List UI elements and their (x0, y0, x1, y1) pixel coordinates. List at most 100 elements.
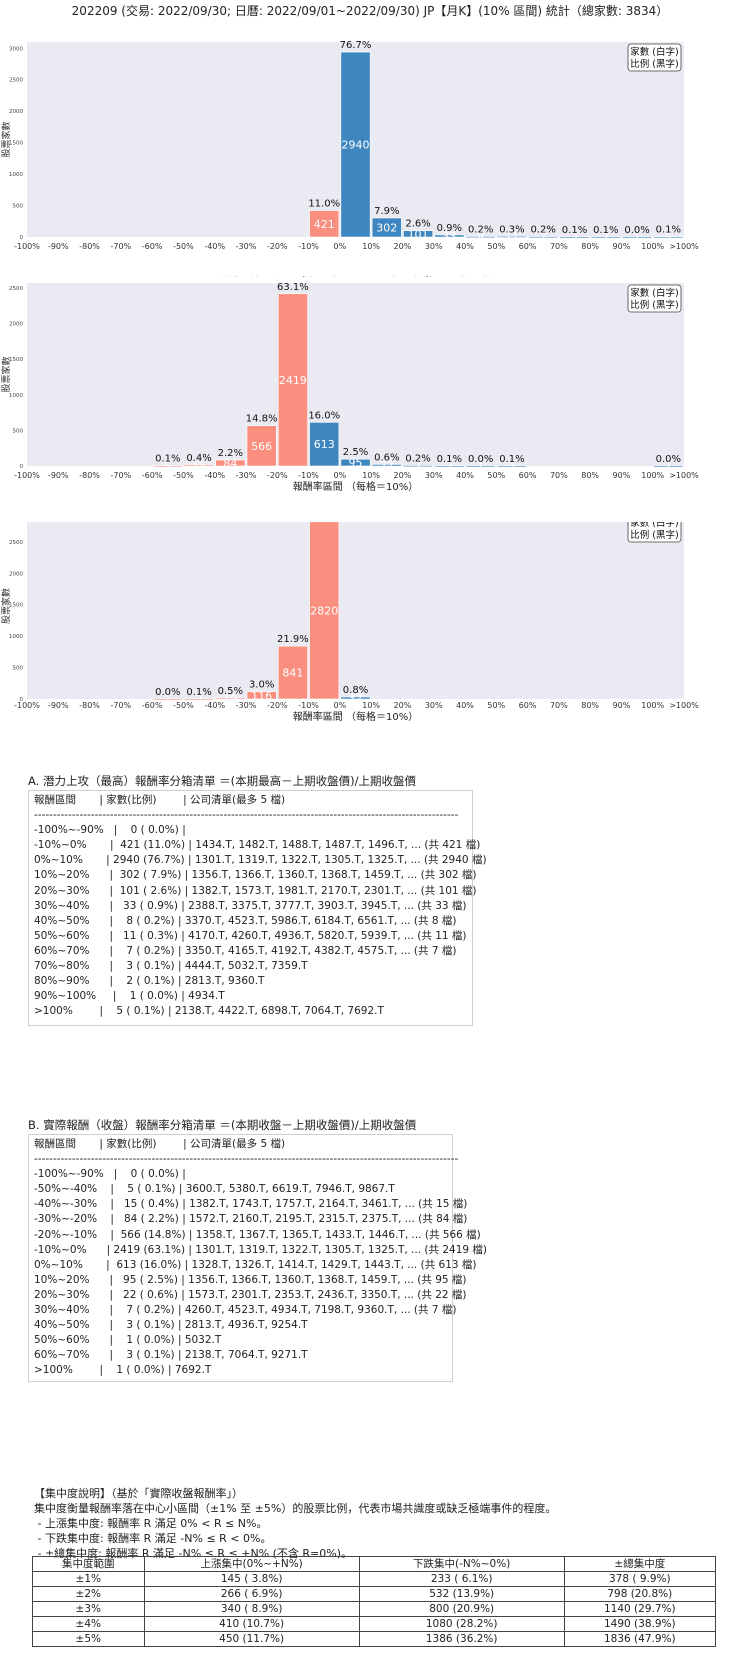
x-tick-label: -50% (173, 701, 194, 710)
legend-box (627, 522, 682, 543)
bar-count-label: 84 (223, 457, 237, 470)
concentration-note-line: 集中度衡量報酬率落在中心小區間（±1% 至 ±5%）的股票比例，代表市場共識度或… (34, 1502, 557, 1515)
x-tick-label: 70% (550, 242, 568, 251)
column-header: 上漲集中(0%~+N%) (143, 1556, 360, 1572)
list-line: 30%~40% | 33 ( 0.9%) | 2388.T, 3375.T, 3… (34, 899, 467, 912)
x-axis-label: 報酬率區間 （每格＝10%） (293, 710, 418, 723)
bar-count-label: 421 (314, 218, 335, 231)
bar-percent-label: 0.0% (155, 687, 180, 698)
bar (246, 691, 277, 700)
x-tick-label: 30% (425, 242, 443, 251)
x-tick-label: -30% (236, 701, 257, 710)
bar-percent-label: 0.0% (468, 454, 493, 465)
bar (653, 465, 684, 468)
legend-line: 家數 (白字) (630, 287, 678, 299)
bar-count-label: 5 (665, 231, 672, 244)
section-b-title: B. 實際報酬（收盤）報酬率分箱清單 ＝(本期收盤－上期收盤價)/上期收盤價 (28, 1118, 417, 1132)
x-tick-label: 40% (456, 471, 474, 480)
x-tick-label: -20% (267, 701, 288, 710)
bar-count-label: 2940 (342, 139, 370, 152)
list-line: ----------------------------------------… (34, 1153, 459, 1166)
list-line: 90%~100% | 1 ( 0.0%) | 4934.T (34, 990, 225, 1003)
y-tick-label: 0 (20, 464, 24, 470)
list-line: -30%~-20% | 84 ( 2.2%) | 1572.T, 2160.T,… (34, 1213, 468, 1226)
x-tick-label: 80% (581, 471, 599, 480)
bar (277, 645, 308, 700)
bar-count-label: 1 (665, 460, 672, 473)
x-tick-label: -40% (204, 471, 225, 480)
table-cell: 798 (20.8%) (563, 1586, 717, 1602)
bar (215, 459, 246, 467)
x-tick-label: 0% (334, 471, 347, 480)
bar-percent-label: 21.9% (277, 634, 309, 645)
section-a-list: 報酬區間 | 家數(比例) | 公司清單(最多 5 檔) ------------… (28, 790, 487, 1026)
bar (340, 696, 371, 700)
x-tick-label: -30% (236, 471, 257, 480)
bar-percent-label: 0.8% (343, 685, 368, 696)
list-line: ----------------------------------------… (34, 809, 459, 822)
x-tick-label: 80% (581, 701, 599, 710)
y-tick-label: 1500 (9, 141, 23, 147)
legend-box (627, 284, 682, 313)
table-cell: ±2% (32, 1586, 145, 1602)
x-tick-label: -50% (173, 471, 194, 480)
x-tick-label: 70% (550, 701, 568, 710)
y-tick-label: 1500 (9, 357, 23, 363)
y-tick-label: 2000 (9, 109, 23, 115)
y-tick-label: 1000 (9, 393, 23, 399)
x-tick-label: 60% (519, 242, 537, 251)
bar-percent-label: 0.0% (656, 454, 681, 465)
list-line: 0%~10% | 613 (16.0%) | 1328.T, 1326.T, 1… (34, 1258, 477, 1271)
concentration-note-line: - 下跌集中度: 報酬率 R 滿足 -N% ≤ R < 0%。 (34, 1532, 272, 1545)
bar (465, 236, 496, 238)
page-title: 202209 (交易: 2022/09/30; 日曆: 2022/09/01~2… (71, 4, 669, 18)
x-tick-label: -70% (111, 701, 132, 710)
column-header: ±總集中度 (563, 1556, 717, 1572)
list-line: 報酬區間 | 家數(比例) | 公司清單(最多 5 檔) (34, 1138, 286, 1150)
x-tick-label: >100% (669, 701, 699, 710)
bar-count-label: 3 (571, 231, 578, 244)
list-line: -40%~-30% | 15 ( 0.4%) | 1382.T, 1743.T,… (34, 1198, 468, 1211)
bar-count-label: 15 (192, 459, 206, 472)
table-cell: 1836 (47.9%) (563, 1631, 717, 1647)
x-tick-label: 90% (613, 471, 631, 480)
x-tick-label: -70% (111, 242, 132, 251)
bar-percent-label: 0.1% (437, 454, 462, 465)
x-tick-label: 50% (487, 242, 505, 251)
y-tick-label: 3000 (9, 46, 23, 52)
table-cell: ±3% (32, 1601, 145, 1617)
x-tick-label: 10% (362, 242, 380, 251)
bar-percent-label: 0.1% (562, 225, 587, 236)
x-tick-label: -10% (298, 701, 319, 710)
bar-count-label: 566 (251, 440, 272, 453)
list-line: -20%~-10% | 566 (14.8%) | 1358.T, 1367.T… (34, 1228, 481, 1241)
list-line: 10%~20% | 302 ( 7.9%) | 1356.T, 1366.T, … (34, 869, 477, 882)
y-tick-label: 500 (13, 204, 24, 210)
bar-percent-label: 0.1% (593, 225, 618, 236)
x-tick-label: -90% (48, 242, 69, 251)
bar-count-label: 7 (415, 460, 422, 473)
bar-percent-label: 0.2% (531, 225, 556, 236)
bar-count-label: 841 (282, 667, 303, 680)
list-line: 0%~10% | 2940 (76.7%) | 1301.T, 1319.T, … (34, 854, 487, 867)
bar-count-label: 3 (508, 460, 515, 473)
x-tick-label: -60% (142, 242, 163, 251)
table-cell: 1080 (28.2%) (358, 1616, 565, 1632)
legend-line: 比例 (黑字) (630, 529, 678, 541)
bar-percent-label: 0.0% (624, 225, 649, 236)
x-tick-label: -70% (111, 471, 132, 480)
table-cell: 1386 (36.2%) (358, 1631, 565, 1647)
bar (309, 522, 340, 700)
legend-box (627, 43, 682, 72)
bar-count-label: 302 (376, 222, 397, 235)
bar-percent-label: 0.1% (155, 454, 180, 465)
table-cell: 378 ( 9.9%) (563, 1571, 717, 1587)
list-line: >100% | 5 ( 0.1%) | 2138.T, 4422.T, 6898… (34, 1005, 384, 1018)
bar (496, 465, 527, 468)
bar-percent-label: 2.5% (343, 447, 368, 458)
bar-percent-label: 0.9% (437, 223, 462, 234)
x-tick-label: 30% (425, 471, 443, 480)
x-tick-label: 100% (641, 471, 664, 480)
bar (434, 234, 465, 238)
table-cell: 233 ( 6.1%) (358, 1571, 565, 1587)
